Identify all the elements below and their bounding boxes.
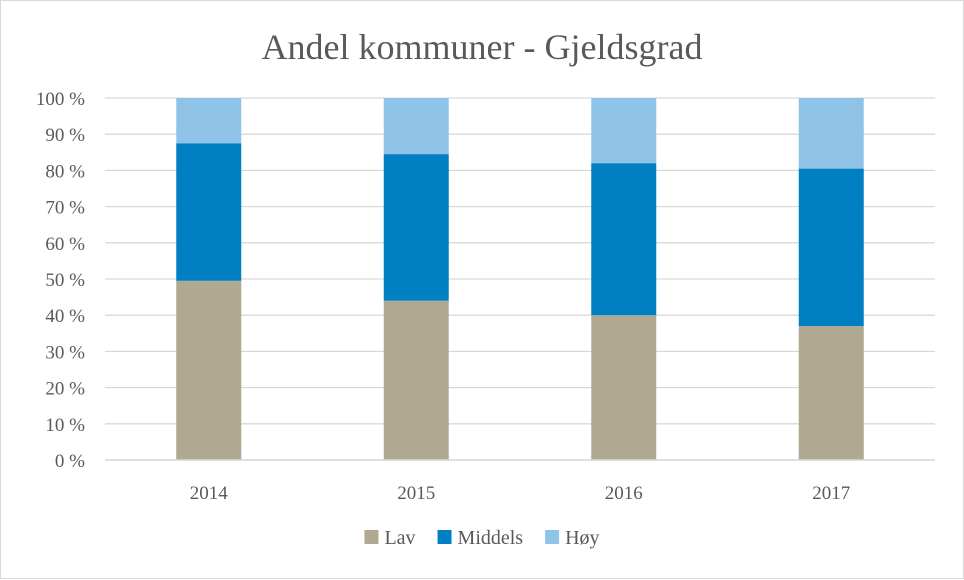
legend-item-høy: Høy — [545, 527, 600, 549]
x-tick-label-2017: 2017 — [812, 483, 850, 504]
bar-2016-middels — [591, 163, 657, 316]
bar-2014-middels — [176, 143, 242, 281]
legend-label-middels: Middels — [458, 527, 524, 549]
y-tick-label-70: 70 % — [45, 198, 85, 219]
bar-2017-høy — [798, 98, 864, 169]
y-tick-label-0: 0 % — [55, 451, 85, 472]
bar-2017-middels — [798, 168, 864, 327]
legend-swatch-lav — [364, 530, 379, 544]
chart-title: Andel kommuner - Gjeldsgrad — [262, 27, 703, 67]
y-tick-label-80: 80 % — [45, 161, 85, 182]
legend-swatch-middels — [437, 530, 452, 544]
y-tick-label-10: 10 % — [45, 415, 85, 436]
y-tick-label-100: 100 % — [36, 89, 85, 110]
bar-2015-lav — [383, 300, 449, 460]
x-axis-ticks: 2014 2015 2016 2017 — [190, 483, 851, 504]
x-tick-label-2014: 2014 — [190, 483, 229, 504]
x-tick-label-2016: 2016 — [605, 483, 643, 504]
x-tick-label-2015: 2015 — [397, 483, 435, 504]
legend-swatch-høy — [545, 530, 560, 544]
bar-2014-høy — [176, 98, 242, 144]
bar-2014-lav — [176, 280, 242, 460]
legend-label-lav: Lav — [384, 527, 415, 549]
bar-2016-lav — [591, 315, 657, 460]
gridlines — [105, 97, 935, 461]
y-tick-label-90: 90 % — [45, 125, 85, 146]
y-tick-label-60: 60 % — [45, 234, 85, 255]
y-tick-label-50: 50 % — [45, 270, 85, 291]
legend: Lav Middels Høy — [364, 527, 600, 549]
bar-2015-høy — [383, 98, 449, 155]
y-tick-label-40: 40 % — [45, 306, 85, 327]
y-axis-ticks: 0 % 10 % 20 % 30 % 40 % 50 % 60 % 70 % 80 % 90 % 1… — [36, 89, 85, 472]
bars — [176, 98, 864, 460]
legend-label-høy: Høy — [565, 527, 599, 549]
bar-2015-middels — [383, 154, 449, 301]
bar-2017-lav — [798, 326, 864, 460]
legend-item-middels: Middels — [437, 527, 524, 549]
bar-2016-høy — [591, 98, 657, 164]
y-tick-label-20: 20 % — [45, 379, 85, 400]
legend-item-lav: Lav — [364, 527, 416, 549]
y-tick-label-30: 30 % — [45, 342, 85, 363]
